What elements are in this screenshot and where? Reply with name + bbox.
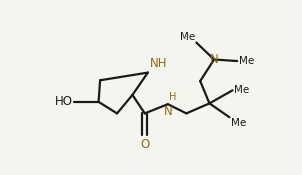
Text: Me: Me: [231, 118, 246, 128]
Text: Me: Me: [239, 56, 254, 66]
Text: NH: NH: [150, 57, 168, 70]
Text: H: H: [169, 92, 176, 102]
Text: N: N: [210, 53, 218, 66]
Text: Me: Me: [180, 32, 196, 42]
Text: Me: Me: [234, 85, 249, 95]
Text: HO: HO: [54, 95, 72, 108]
Text: O: O: [140, 138, 149, 151]
Text: N: N: [163, 105, 172, 118]
